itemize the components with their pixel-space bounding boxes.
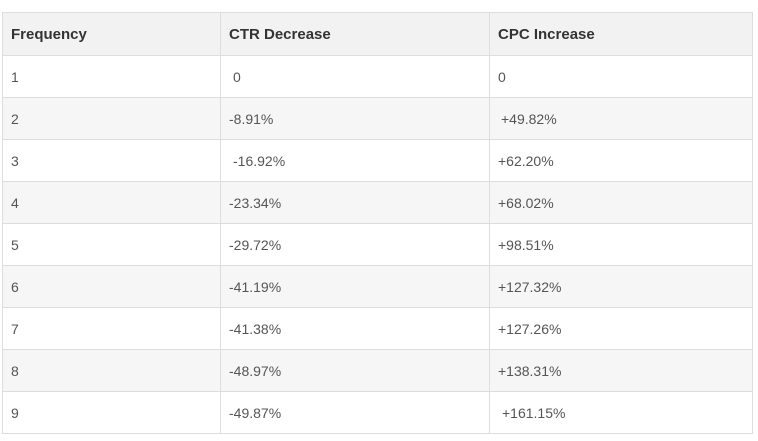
cell-cpc-increase: 0 <box>489 55 753 98</box>
cell-cpc-increase: +98.51% <box>489 223 753 266</box>
table-row: 1 0 0 <box>2 55 753 98</box>
cell-cpc-increase: +68.02% <box>489 181 753 224</box>
cell-frequency: 7 <box>2 307 221 350</box>
table-row: 9 -49.87% +161.15% <box>2 391 753 434</box>
table-row: 8 -48.97% +138.31% <box>2 349 753 392</box>
cell-cpc-increase: +127.26% <box>489 307 753 350</box>
cell-ctr-decrease: -41.19% <box>220 265 490 308</box>
table-row: 4 -23.34% +68.02% <box>2 181 753 224</box>
cell-frequency: 9 <box>2 391 221 434</box>
table-row: 7 -41.38% +127.26% <box>2 307 753 350</box>
cell-ctr-decrease: -8.91% <box>220 97 490 140</box>
table-row: 6 -41.19% +127.32% <box>2 265 753 308</box>
cell-frequency: 3 <box>2 139 221 182</box>
cell-ctr-decrease: -41.38% <box>220 307 490 350</box>
cell-ctr-decrease: 0 <box>220 55 490 98</box>
cell-frequency: 6 <box>2 265 221 308</box>
cell-frequency: 8 <box>2 349 221 392</box>
table-row: 5 -29.72% +98.51% <box>2 223 753 266</box>
cell-ctr-decrease: -29.72% <box>220 223 490 266</box>
data-table-container: Frequency CTR Decrease CPC Increase 1 0 … <box>2 12 753 434</box>
table-header-row: Frequency CTR Decrease CPC Increase <box>2 12 753 56</box>
cell-cpc-increase: +138.31% <box>489 349 753 392</box>
table-row: 3 -16.92% +62.20% <box>2 139 753 182</box>
header-cpc-increase: CPC Increase <box>489 12 753 56</box>
cell-frequency: 1 <box>2 55 221 98</box>
cell-frequency: 5 <box>2 223 221 266</box>
cell-ctr-decrease: -48.97% <box>220 349 490 392</box>
cell-frequency: 4 <box>2 181 221 224</box>
cell-ctr-decrease: -49.87% <box>220 391 490 434</box>
cell-ctr-decrease: -23.34% <box>220 181 490 224</box>
header-ctr-decrease: CTR Decrease <box>220 12 490 56</box>
cell-ctr-decrease: -16.92% <box>220 139 490 182</box>
cell-cpc-increase: +49.82% <box>489 97 753 140</box>
cell-cpc-increase: +127.32% <box>489 265 753 308</box>
cell-frequency: 2 <box>2 97 221 140</box>
table-row: 2 -8.91% +49.82% <box>2 97 753 140</box>
cell-cpc-increase: +62.20% <box>489 139 753 182</box>
frequency-table: Frequency CTR Decrease CPC Increase 1 0 … <box>2 12 753 434</box>
cell-cpc-increase: +161.15% <box>489 391 753 434</box>
header-frequency: Frequency <box>2 12 221 56</box>
